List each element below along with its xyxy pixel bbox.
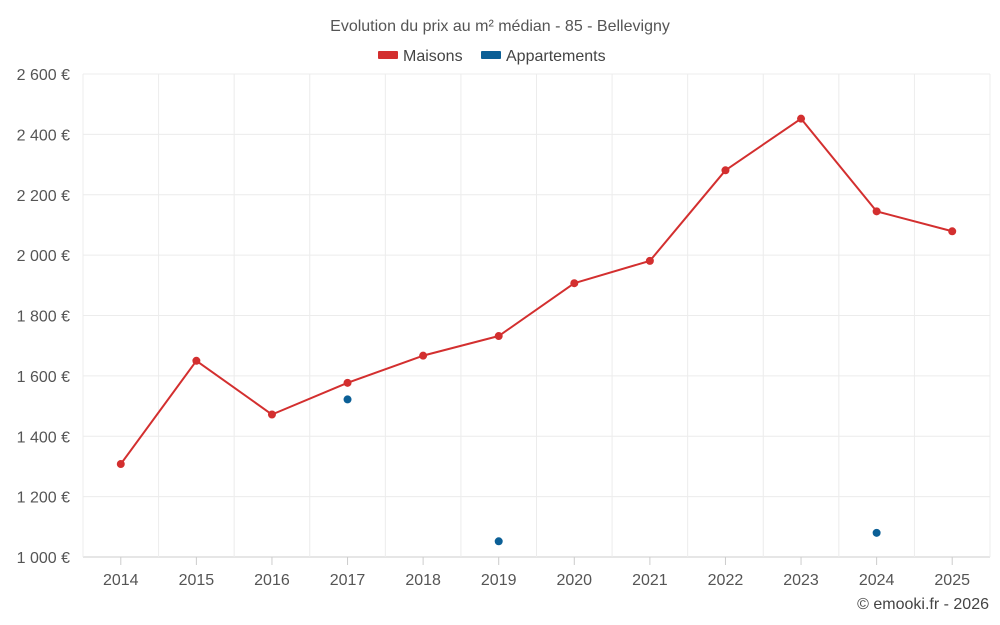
- data-point[interactable]: [192, 356, 201, 365]
- y-tick-label: 1 000 €: [17, 550, 70, 567]
- x-tick-label: 2024: [859, 572, 895, 589]
- data-point[interactable]: [343, 395, 352, 404]
- x-tick-label: 2021: [632, 572, 668, 589]
- y-tick-label: 2 200 €: [17, 188, 70, 205]
- data-point[interactable]: [267, 410, 276, 419]
- x-tick-label: 2025: [934, 572, 970, 589]
- y-axis-ticks: 1 000 € 1 200 € 1 400 € 1 600 € 1 800 € 2 000…: [17, 67, 70, 567]
- legend-label-maisons[interactable]: Maisons: [403, 48, 463, 65]
- chart-title: Evolution du prix au m² médian - 85 - Be…: [330, 18, 670, 35]
- data-point[interactable]: [872, 207, 881, 216]
- legend-label-appartements[interactable]: Appartements: [506, 48, 606, 65]
- y-tick-label: 2 400 €: [17, 127, 70, 144]
- data-point[interactable]: [721, 166, 730, 175]
- data-point[interactable]: [343, 378, 352, 387]
- x-tick-label: 2017: [330, 572, 366, 589]
- data-point[interactable]: [570, 279, 579, 288]
- series-line: [119, 117, 953, 465]
- grid: [82, 73, 991, 558]
- x-tick-label: 2015: [179, 572, 215, 589]
- legend[interactable]: Maisons Appartements: [378, 48, 606, 65]
- data-point[interactable]: [419, 351, 428, 360]
- data-point[interactable]: [494, 332, 503, 341]
- data-point[interactable]: [116, 460, 125, 469]
- legend-swatch-appartements: [481, 51, 501, 59]
- x-tick-label: 2019: [481, 572, 517, 589]
- data-point[interactable]: [645, 256, 654, 265]
- x-tick-label: 2018: [405, 572, 441, 589]
- y-tick-label: 2 600 €: [17, 67, 70, 84]
- y-tick-label: 1 200 €: [17, 490, 70, 507]
- credit-text: © emooki.fr - 2026: [857, 596, 989, 613]
- x-axis-ticks: 2014 2015 2016 2017 2018 2019 2020 2021 2022 2023…: [103, 557, 970, 589]
- legend-swatch-maisons: [378, 51, 398, 59]
- data-point[interactable]: [948, 227, 957, 236]
- series-maisons: [116, 114, 957, 469]
- x-tick-label: 2023: [783, 572, 819, 589]
- data-point[interactable]: [872, 528, 881, 537]
- x-tick-label: 2016: [254, 572, 290, 589]
- y-tick-label: 2 000 €: [17, 248, 70, 265]
- x-tick-label: 2022: [708, 572, 744, 589]
- data-point[interactable]: [494, 537, 503, 546]
- y-tick-label: 1 800 €: [17, 309, 70, 326]
- series: [116, 114, 957, 546]
- x-tick-label: 2014: [103, 572, 139, 589]
- series-appartements: [343, 395, 881, 546]
- y-tick-label: 1 600 €: [17, 369, 70, 386]
- y-tick-label: 1 400 €: [17, 429, 70, 446]
- data-point[interactable]: [797, 114, 806, 123]
- x-tick-label: 2020: [556, 572, 592, 589]
